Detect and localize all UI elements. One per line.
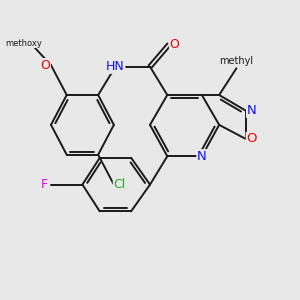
Text: methoxy: methoxy (5, 39, 42, 48)
Text: N: N (247, 104, 256, 117)
Text: Cl: Cl (113, 178, 126, 191)
Text: F: F (41, 178, 48, 191)
Text: O: O (169, 38, 179, 51)
Text: O: O (40, 58, 50, 72)
Text: HN: HN (106, 60, 125, 73)
Text: methyl: methyl (219, 56, 253, 66)
Text: N: N (197, 150, 207, 163)
Text: O: O (246, 133, 257, 146)
